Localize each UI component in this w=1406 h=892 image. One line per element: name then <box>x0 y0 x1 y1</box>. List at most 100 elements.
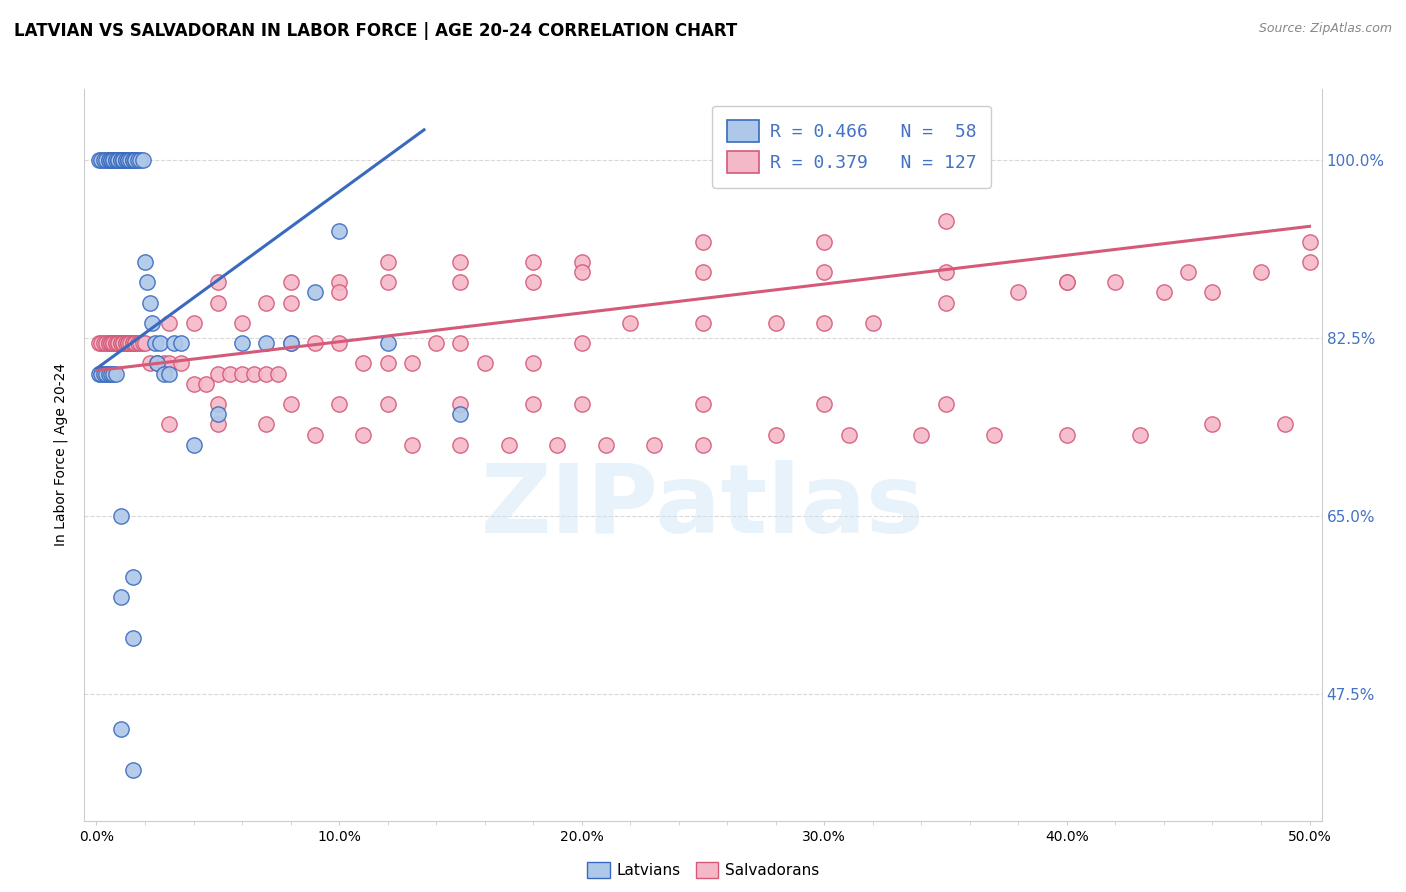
Point <box>134 255 156 269</box>
Point <box>1056 275 1078 289</box>
Point <box>194 376 217 391</box>
Point <box>104 153 127 168</box>
Point <box>103 153 125 168</box>
Point <box>377 357 399 371</box>
Point <box>117 336 139 351</box>
Point <box>1129 427 1152 442</box>
Point <box>219 367 242 381</box>
Point <box>122 336 145 351</box>
Point <box>104 153 127 168</box>
Point <box>107 336 129 351</box>
Point <box>935 214 957 228</box>
Point <box>110 153 132 168</box>
Point <box>207 407 229 421</box>
Point <box>146 357 169 371</box>
Point <box>1056 427 1078 442</box>
Point <box>104 336 127 351</box>
Point <box>280 336 302 351</box>
Point <box>148 336 170 351</box>
Point <box>207 367 229 381</box>
Point <box>862 316 884 330</box>
Point <box>207 397 229 411</box>
Point <box>103 153 125 168</box>
Point <box>104 336 127 351</box>
Point <box>146 357 169 371</box>
Point <box>97 153 120 168</box>
Point <box>328 224 350 238</box>
Point <box>231 367 253 381</box>
Point <box>280 295 302 310</box>
Point <box>1298 235 1320 249</box>
Point <box>112 153 135 168</box>
Point <box>935 265 957 279</box>
Point <box>153 357 176 371</box>
Point <box>93 367 115 381</box>
Point <box>401 438 423 452</box>
Point <box>120 336 142 351</box>
Point <box>100 336 122 351</box>
Point <box>183 316 205 330</box>
Point <box>87 336 110 351</box>
Point <box>114 153 136 168</box>
Point <box>157 316 180 330</box>
Point <box>254 336 277 351</box>
Point <box>87 153 110 168</box>
Point <box>120 153 142 168</box>
Text: LATVIAN VS SALVADORAN IN LABOR FORCE | AGE 20-24 CORRELATION CHART: LATVIAN VS SALVADORAN IN LABOR FORCE | A… <box>14 22 737 40</box>
Point <box>143 336 166 351</box>
Point <box>304 336 326 351</box>
Point <box>163 336 186 351</box>
Point <box>93 153 115 168</box>
Point <box>170 336 193 351</box>
Point <box>157 417 180 432</box>
Point <box>1104 275 1126 289</box>
Point <box>100 153 122 168</box>
Point <box>107 336 129 351</box>
Point <box>498 438 520 452</box>
Point <box>643 438 665 452</box>
Point <box>129 153 152 168</box>
Point <box>231 316 253 330</box>
Point <box>97 153 120 168</box>
Point <box>571 265 593 279</box>
Point <box>425 336 447 351</box>
Point <box>280 336 302 351</box>
Point <box>813 316 835 330</box>
Point <box>935 397 957 411</box>
Point <box>114 336 136 351</box>
Point <box>813 235 835 249</box>
Point <box>110 508 132 523</box>
Point <box>127 153 149 168</box>
Point <box>93 336 115 351</box>
Point <box>87 367 110 381</box>
Point <box>449 275 471 289</box>
Point <box>401 357 423 371</box>
Y-axis label: In Labor Force | Age 20-24: In Labor Force | Age 20-24 <box>53 363 69 547</box>
Point <box>122 570 145 584</box>
Point <box>377 336 399 351</box>
Point <box>170 357 193 371</box>
Point <box>90 367 112 381</box>
Point <box>100 153 122 168</box>
Point <box>100 367 122 381</box>
Point <box>110 336 132 351</box>
Point <box>267 367 290 381</box>
Point <box>522 255 544 269</box>
Point <box>139 295 162 310</box>
Point <box>141 316 163 330</box>
Point <box>114 336 136 351</box>
Text: Source: ZipAtlas.com: Source: ZipAtlas.com <box>1258 22 1392 36</box>
Point <box>114 153 136 168</box>
Point <box>1298 255 1320 269</box>
Point <box>97 336 120 351</box>
Point <box>352 427 374 442</box>
Point <box>449 438 471 452</box>
Point <box>117 336 139 351</box>
Point <box>100 336 122 351</box>
Point <box>571 255 593 269</box>
Point <box>107 153 129 168</box>
Point <box>117 153 139 168</box>
Point <box>104 367 127 381</box>
Point <box>449 397 471 411</box>
Point <box>328 275 350 289</box>
